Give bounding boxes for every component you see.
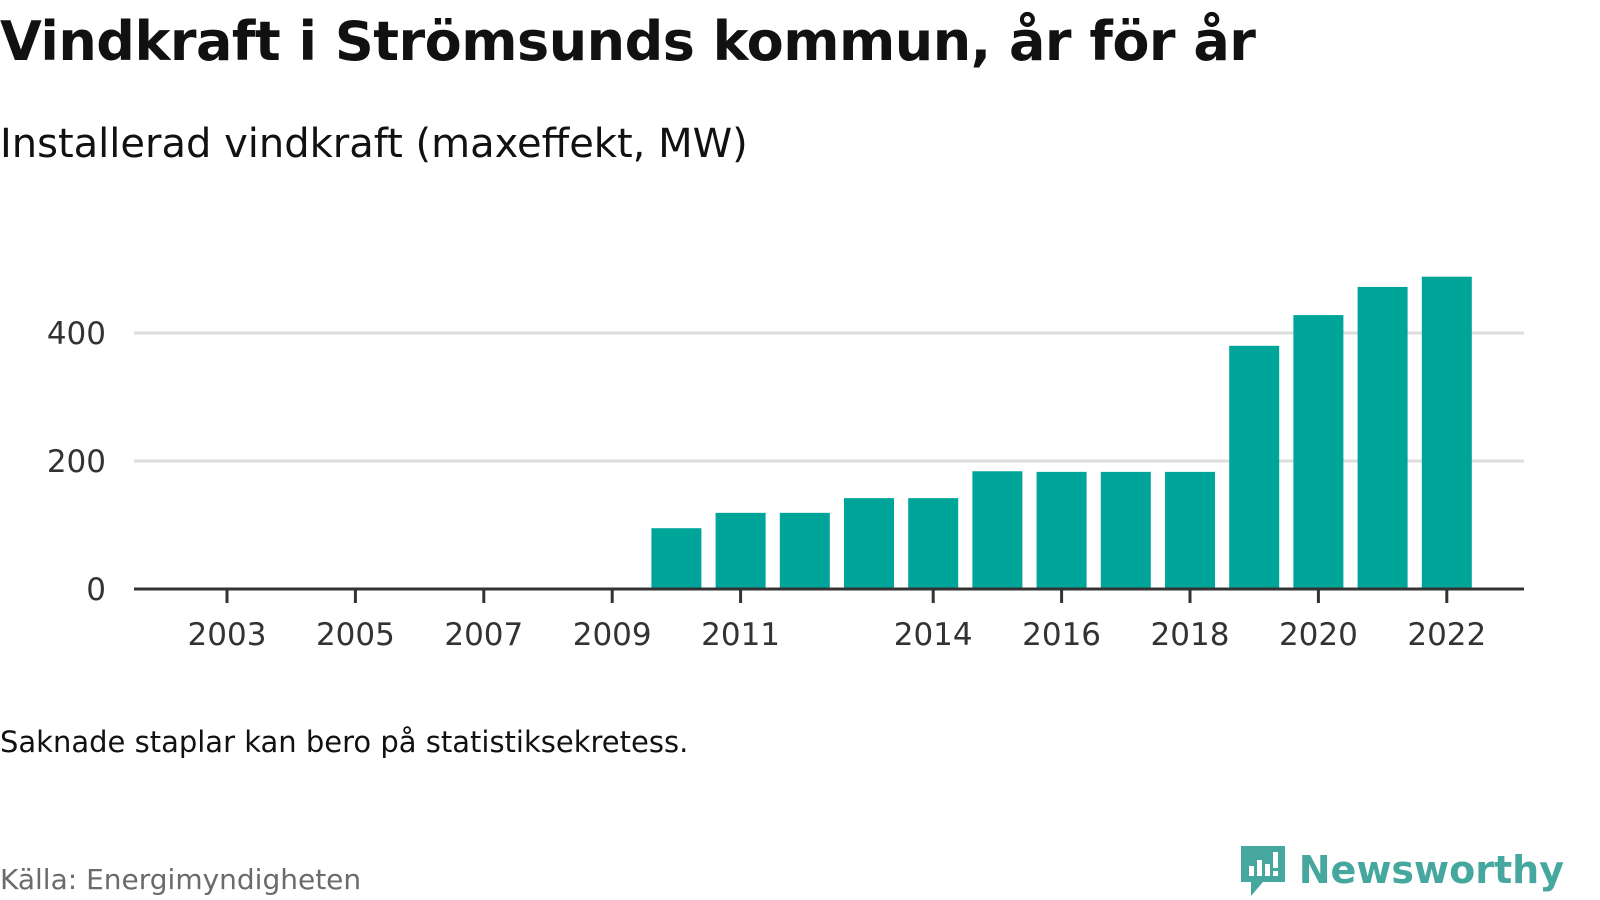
x-tick-label: 2003 <box>188 617 267 653</box>
bar-2010 <box>651 528 702 589</box>
newsworthy-logo[interactable]: Newsworthy <box>1237 842 1564 898</box>
x-tick-label: 2016 <box>1022 617 1101 653</box>
x-tick-label: 2022 <box>1407 617 1486 653</box>
bar-chart-speech-bubble-icon <box>1240 846 1285 896</box>
bar-2013 <box>844 498 894 589</box>
bar-2012 <box>779 512 830 589</box>
bar-2020 <box>1293 315 1344 589</box>
x-tick-label: 2014 <box>894 617 973 653</box>
bar-2014 <box>908 498 959 589</box>
bar-2015 <box>972 471 1023 589</box>
chart-subtitle: Installerad vindkraft (maxeffekt, MW) <box>0 121 748 167</box>
y-tick-label: 400 <box>47 316 106 352</box>
bar-2016 <box>1036 471 1087 589</box>
x-tick-label: 2011 <box>701 617 780 653</box>
brand-name: Newsworthy <box>1298 848 1564 892</box>
bar-2022 <box>1421 276 1472 589</box>
y-tick-label: 0 <box>86 572 106 608</box>
chart-title: Vindkraft i Strömsunds kommun, år för år <box>0 10 1256 73</box>
x-tick-label: 2020 <box>1279 617 1358 653</box>
bar-2011 <box>715 512 766 589</box>
footnote: Saknade staplar kan bero på statistiksek… <box>0 725 689 759</box>
source-label: Källa: Energimyndigheten <box>0 863 362 896</box>
x-tick-label: 2007 <box>444 617 523 653</box>
x-tick-label: 2009 <box>573 617 652 653</box>
bar-2019 <box>1229 345 1280 589</box>
x-tick-label: 2005 <box>316 617 395 653</box>
bar-2021 <box>1357 286 1408 589</box>
x-tick-label: 2018 <box>1151 617 1230 653</box>
bar-2018 <box>1165 471 1215 589</box>
bar-2017 <box>1100 471 1151 589</box>
y-tick-label: 200 <box>47 444 106 480</box>
